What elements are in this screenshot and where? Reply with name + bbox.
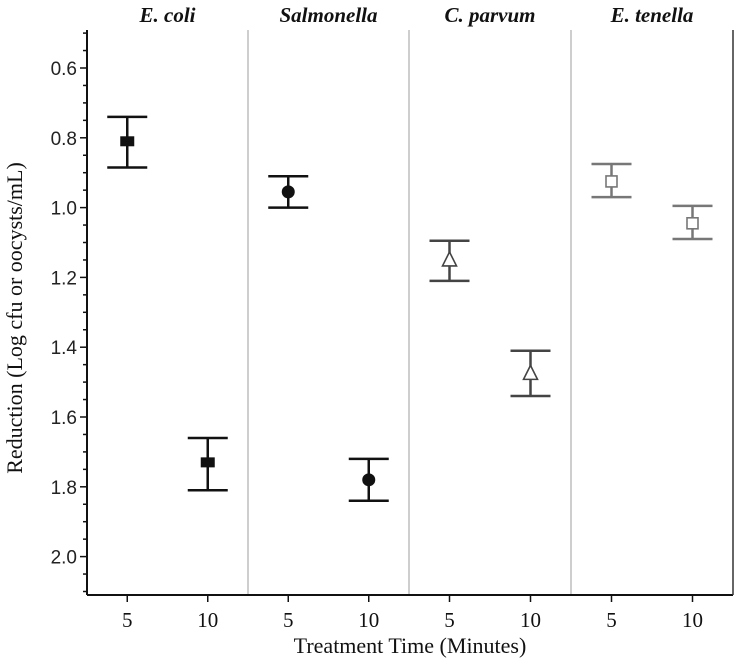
data-point [362, 473, 376, 487]
y-tick-label: 1.6 [51, 408, 77, 429]
data-point [522, 363, 539, 381]
y-tick-label: 1.2 [51, 268, 77, 289]
panel-title: C. parvum [444, 3, 535, 27]
x-tick-label: 10 [197, 608, 218, 632]
x-tick-label: 10 [358, 608, 379, 632]
y-tick-label: 0.6 [51, 59, 77, 80]
x-tick-label: 5 [283, 608, 294, 632]
x-tick-label: 5 [606, 608, 617, 632]
x-tick-label: 5 [122, 608, 133, 632]
x-tick-label: 10 [682, 608, 703, 632]
y-axis-label: Reduction (Log cfu or oocysts/mL) [2, 162, 27, 474]
data-point [120, 136, 135, 147]
data-point [686, 217, 699, 230]
panel-title: Salmonella [279, 3, 377, 27]
x-axis-label: Treatment Time (Minutes) [294, 633, 527, 658]
y-tick-label: 1.8 [51, 478, 77, 499]
panel-title: E. coli [139, 3, 196, 27]
panel-title: E. tenella [610, 3, 694, 27]
data-point [281, 185, 295, 199]
y-tick-label: 2.0 [51, 548, 77, 569]
data-point [605, 175, 618, 188]
y-tick-label: 1.4 [51, 338, 78, 359]
x-tick-label: 5 [444, 608, 455, 632]
x-tick-label: 10 [520, 608, 541, 632]
data-point [441, 250, 458, 267]
data-point [200, 457, 215, 468]
y-tick-label: 1.0 [51, 199, 77, 220]
y-tick-label: 0.8 [51, 129, 77, 150]
